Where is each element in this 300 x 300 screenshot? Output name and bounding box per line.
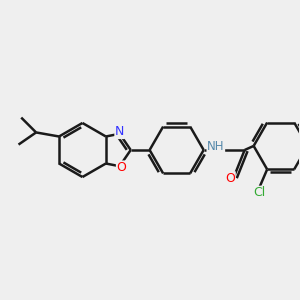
Text: O: O [225, 172, 235, 185]
Text: O: O [116, 161, 126, 174]
Text: N: N [115, 125, 124, 139]
Text: NH: NH [207, 140, 225, 153]
Text: Cl: Cl [253, 186, 265, 199]
